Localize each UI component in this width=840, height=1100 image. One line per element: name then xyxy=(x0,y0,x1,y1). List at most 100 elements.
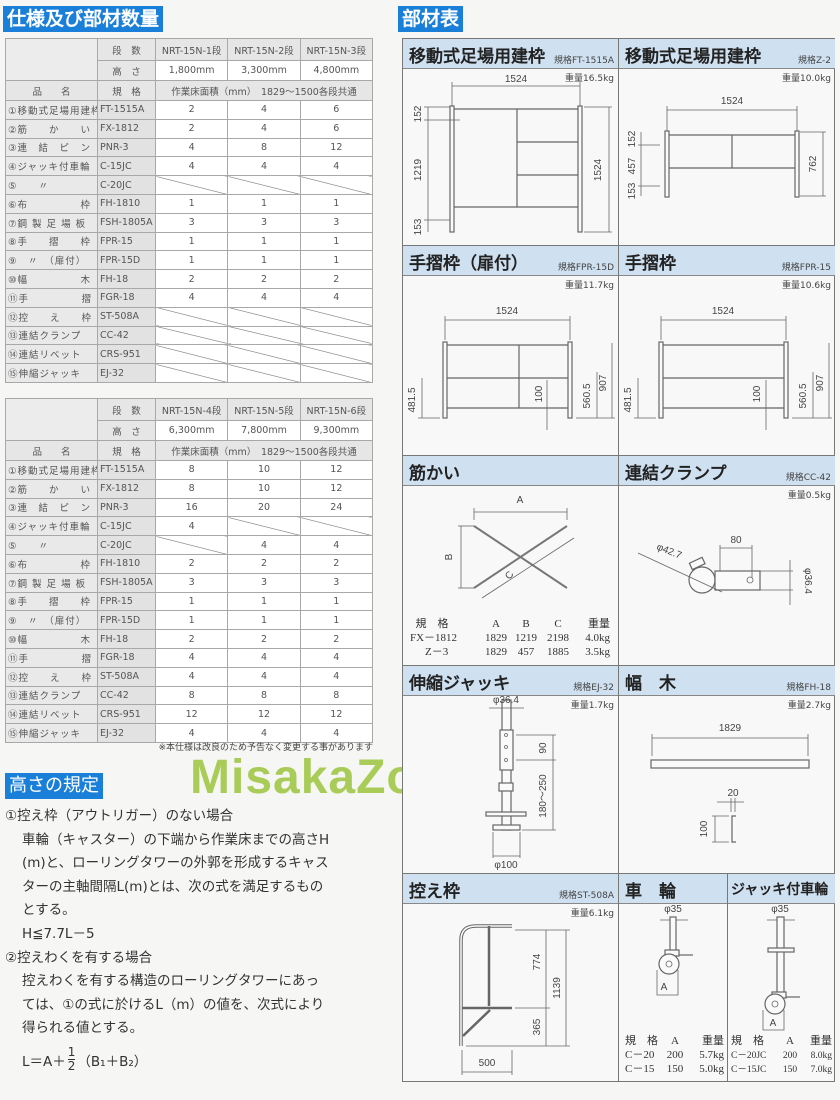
table-row: ⑦鋼 製 足 場 板 FSH-1805A 3 3 3 xyxy=(5,572,374,593)
not-applicable-cell xyxy=(154,306,229,327)
table-row: ⑫控 え 枠 ST-508A 4 4 4 xyxy=(5,666,374,687)
table-row: ⑥布 枠 FH-1810 2 2 2 xyxy=(5,553,374,574)
part-spec: CRS-951 xyxy=(97,344,156,365)
part-name: ⑦鋼 製 足 場 板 xyxy=(5,572,98,593)
part-spec: C-20JC xyxy=(97,535,156,555)
part-name: ④ジャッキ付車輪 xyxy=(5,156,98,177)
formula-rhs: （B₁＋B₂） xyxy=(77,1053,148,1070)
part-name: ①移動式足場用建枠 xyxy=(5,100,98,120)
part-name: ③連 結 ピ ン xyxy=(5,137,98,158)
part-spec: FPR-15D xyxy=(97,610,156,631)
quantity-cell: 3 xyxy=(154,572,229,593)
quantity-cell: 1 xyxy=(227,591,301,612)
panel-weight: 重量16.5kg xyxy=(565,74,614,84)
quantity-cell: 6 xyxy=(299,118,374,139)
panel-title: 手摺枠（扉付） xyxy=(409,254,528,274)
table-row: ①移動式足場用建枠 FT-1515A 2 4 6 xyxy=(5,100,374,120)
quantity-cell: 1 xyxy=(227,231,301,252)
part-spec: FH-1810 xyxy=(97,553,156,574)
panel-spec: 規格Z-2 xyxy=(798,56,831,66)
quantity-cell: 20 xyxy=(227,497,301,518)
quantity-cell: 4 xyxy=(154,516,229,537)
rule-2-line: 得られる値とする。 xyxy=(22,1020,144,1037)
panel-weight: 重量6.1kg xyxy=(570,909,614,919)
quantity-cell: 4 xyxy=(154,647,229,668)
quantity-cell: 3 xyxy=(227,572,301,593)
model-header: NRT-15N-6段 xyxy=(299,398,374,421)
table-row: ⑪手 摺 FGR-18 4 4 4 xyxy=(5,287,374,308)
part-name: ⑩幅 木 xyxy=(5,269,98,289)
not-applicable-cell xyxy=(299,325,374,346)
part-name: ③連 結 ピ ン xyxy=(5,497,98,518)
panel-brace: 筋かい xyxy=(403,456,619,666)
not-applicable-cell xyxy=(299,363,374,383)
part-name: ⑨ 〃 （扉付） xyxy=(5,610,98,631)
quantity-cell: 8 xyxy=(227,137,301,158)
panel-title: 連結クランプ xyxy=(625,464,727,484)
quantity-cell: 4 xyxy=(227,100,301,120)
part-spec: C-20JC xyxy=(97,175,156,195)
spec-note: ※本仕様は改良のため予告なく変更する事があります xyxy=(158,743,373,753)
quantity-cell: 4 xyxy=(299,156,374,177)
quantity-cell: 4 xyxy=(227,156,301,177)
quantity-cell: 4 xyxy=(154,137,229,158)
table-row: ⑪手 摺 FGR-18 4 4 4 xyxy=(5,647,374,668)
quantity-cell: 12 xyxy=(299,460,374,480)
parts-grid: 移動式足場用建枠 規格FT-1515A 重量16.5kg 移動式足場用建枠 規格Z-2… xyxy=(402,38,835,1082)
table-row: ①移動式足場用建枠 FT-1515A 8 10 12 xyxy=(5,460,374,480)
quantity-cell: 4 xyxy=(299,666,374,687)
model-header: NRT-15N-1段 xyxy=(154,38,229,61)
table-row: ⑧手 摺 枠 FPR-15 1 1 1 xyxy=(5,591,374,612)
panel-title: 車 輪 xyxy=(625,882,676,902)
part-spec: EJ-32 xyxy=(97,363,156,383)
quantity-cell: 4 xyxy=(227,666,301,687)
quantity-cell: 8 xyxy=(154,478,229,499)
quantity-cell: 1 xyxy=(227,250,301,271)
table-row: ⑤ 〃 C-20JC 4 4 xyxy=(5,535,374,555)
part-name: ⑫控 え 枠 xyxy=(5,306,98,327)
height-value: 6,300mm xyxy=(154,420,229,441)
part-name: ②筋 か い xyxy=(5,118,98,139)
takasa-label: 高 さ xyxy=(97,420,156,441)
rule-2-heading: ②控えわくを有する場合 xyxy=(5,949,153,966)
part-spec: FPR-15 xyxy=(97,231,156,252)
part-spec: FH-18 xyxy=(97,629,156,649)
part-name: ⑬連結クランプ xyxy=(5,325,98,346)
panel-toeboard: 幅 木 規格FH-18 重量2.7kg xyxy=(619,666,835,874)
part-name: ②筋 か い xyxy=(5,478,98,499)
height-value: 4,800mm xyxy=(299,60,374,81)
quantity-cell: 2 xyxy=(154,118,229,139)
quantity-cell: 1 xyxy=(299,591,374,612)
quantity-cell: 8 xyxy=(227,685,301,706)
part-name: ⑪手 摺 xyxy=(5,647,98,668)
table-row: ③連 結 ピ ン PNR-3 4 8 12 xyxy=(5,137,374,158)
quantity-cell: 4 xyxy=(299,535,374,555)
quantity-cell: 1 xyxy=(299,610,374,631)
fraction-denominator: 2 xyxy=(67,1059,76,1073)
not-applicable-cell xyxy=(299,344,374,365)
not-applicable-cell xyxy=(154,344,229,365)
table-row: ③連 結 ピ ン PNR-3 16 20 24 xyxy=(5,497,374,518)
panel-weight: 重量2.7kg xyxy=(787,701,831,711)
not-applicable-cell xyxy=(154,175,229,195)
panel-weight: 重量10.0kg xyxy=(782,74,831,84)
part-spec: FGR-18 xyxy=(97,647,156,668)
panel-weight: 重量0.5kg xyxy=(787,491,831,501)
part-spec: FT-1515A xyxy=(97,460,156,480)
spec-label: 規 格 xyxy=(97,440,156,461)
part-name: ⑮伸縮ジャッキ xyxy=(5,723,98,743)
quantity-cell: 1 xyxy=(299,231,374,252)
part-spec: CC-42 xyxy=(97,685,156,706)
panel-title: 幅 木 xyxy=(625,674,676,694)
part-spec: FX-1812 xyxy=(97,478,156,499)
part-name: ⑭連結リベット xyxy=(5,704,98,725)
quantity-cell: 3 xyxy=(227,212,301,233)
panel-title: 伸縮ジャッキ xyxy=(409,674,511,694)
quantity-cell: 2 xyxy=(299,553,374,574)
table-row: ⑧手 摺 枠 FPR-15 1 1 1 xyxy=(5,231,374,252)
table-row: ⑦鋼 製 足 場 板 FSH-1805A 3 3 3 xyxy=(5,212,374,233)
panel-spec: 規格FH-18 xyxy=(786,683,831,693)
panel-title: 移動式足場用建枠 xyxy=(625,47,761,67)
